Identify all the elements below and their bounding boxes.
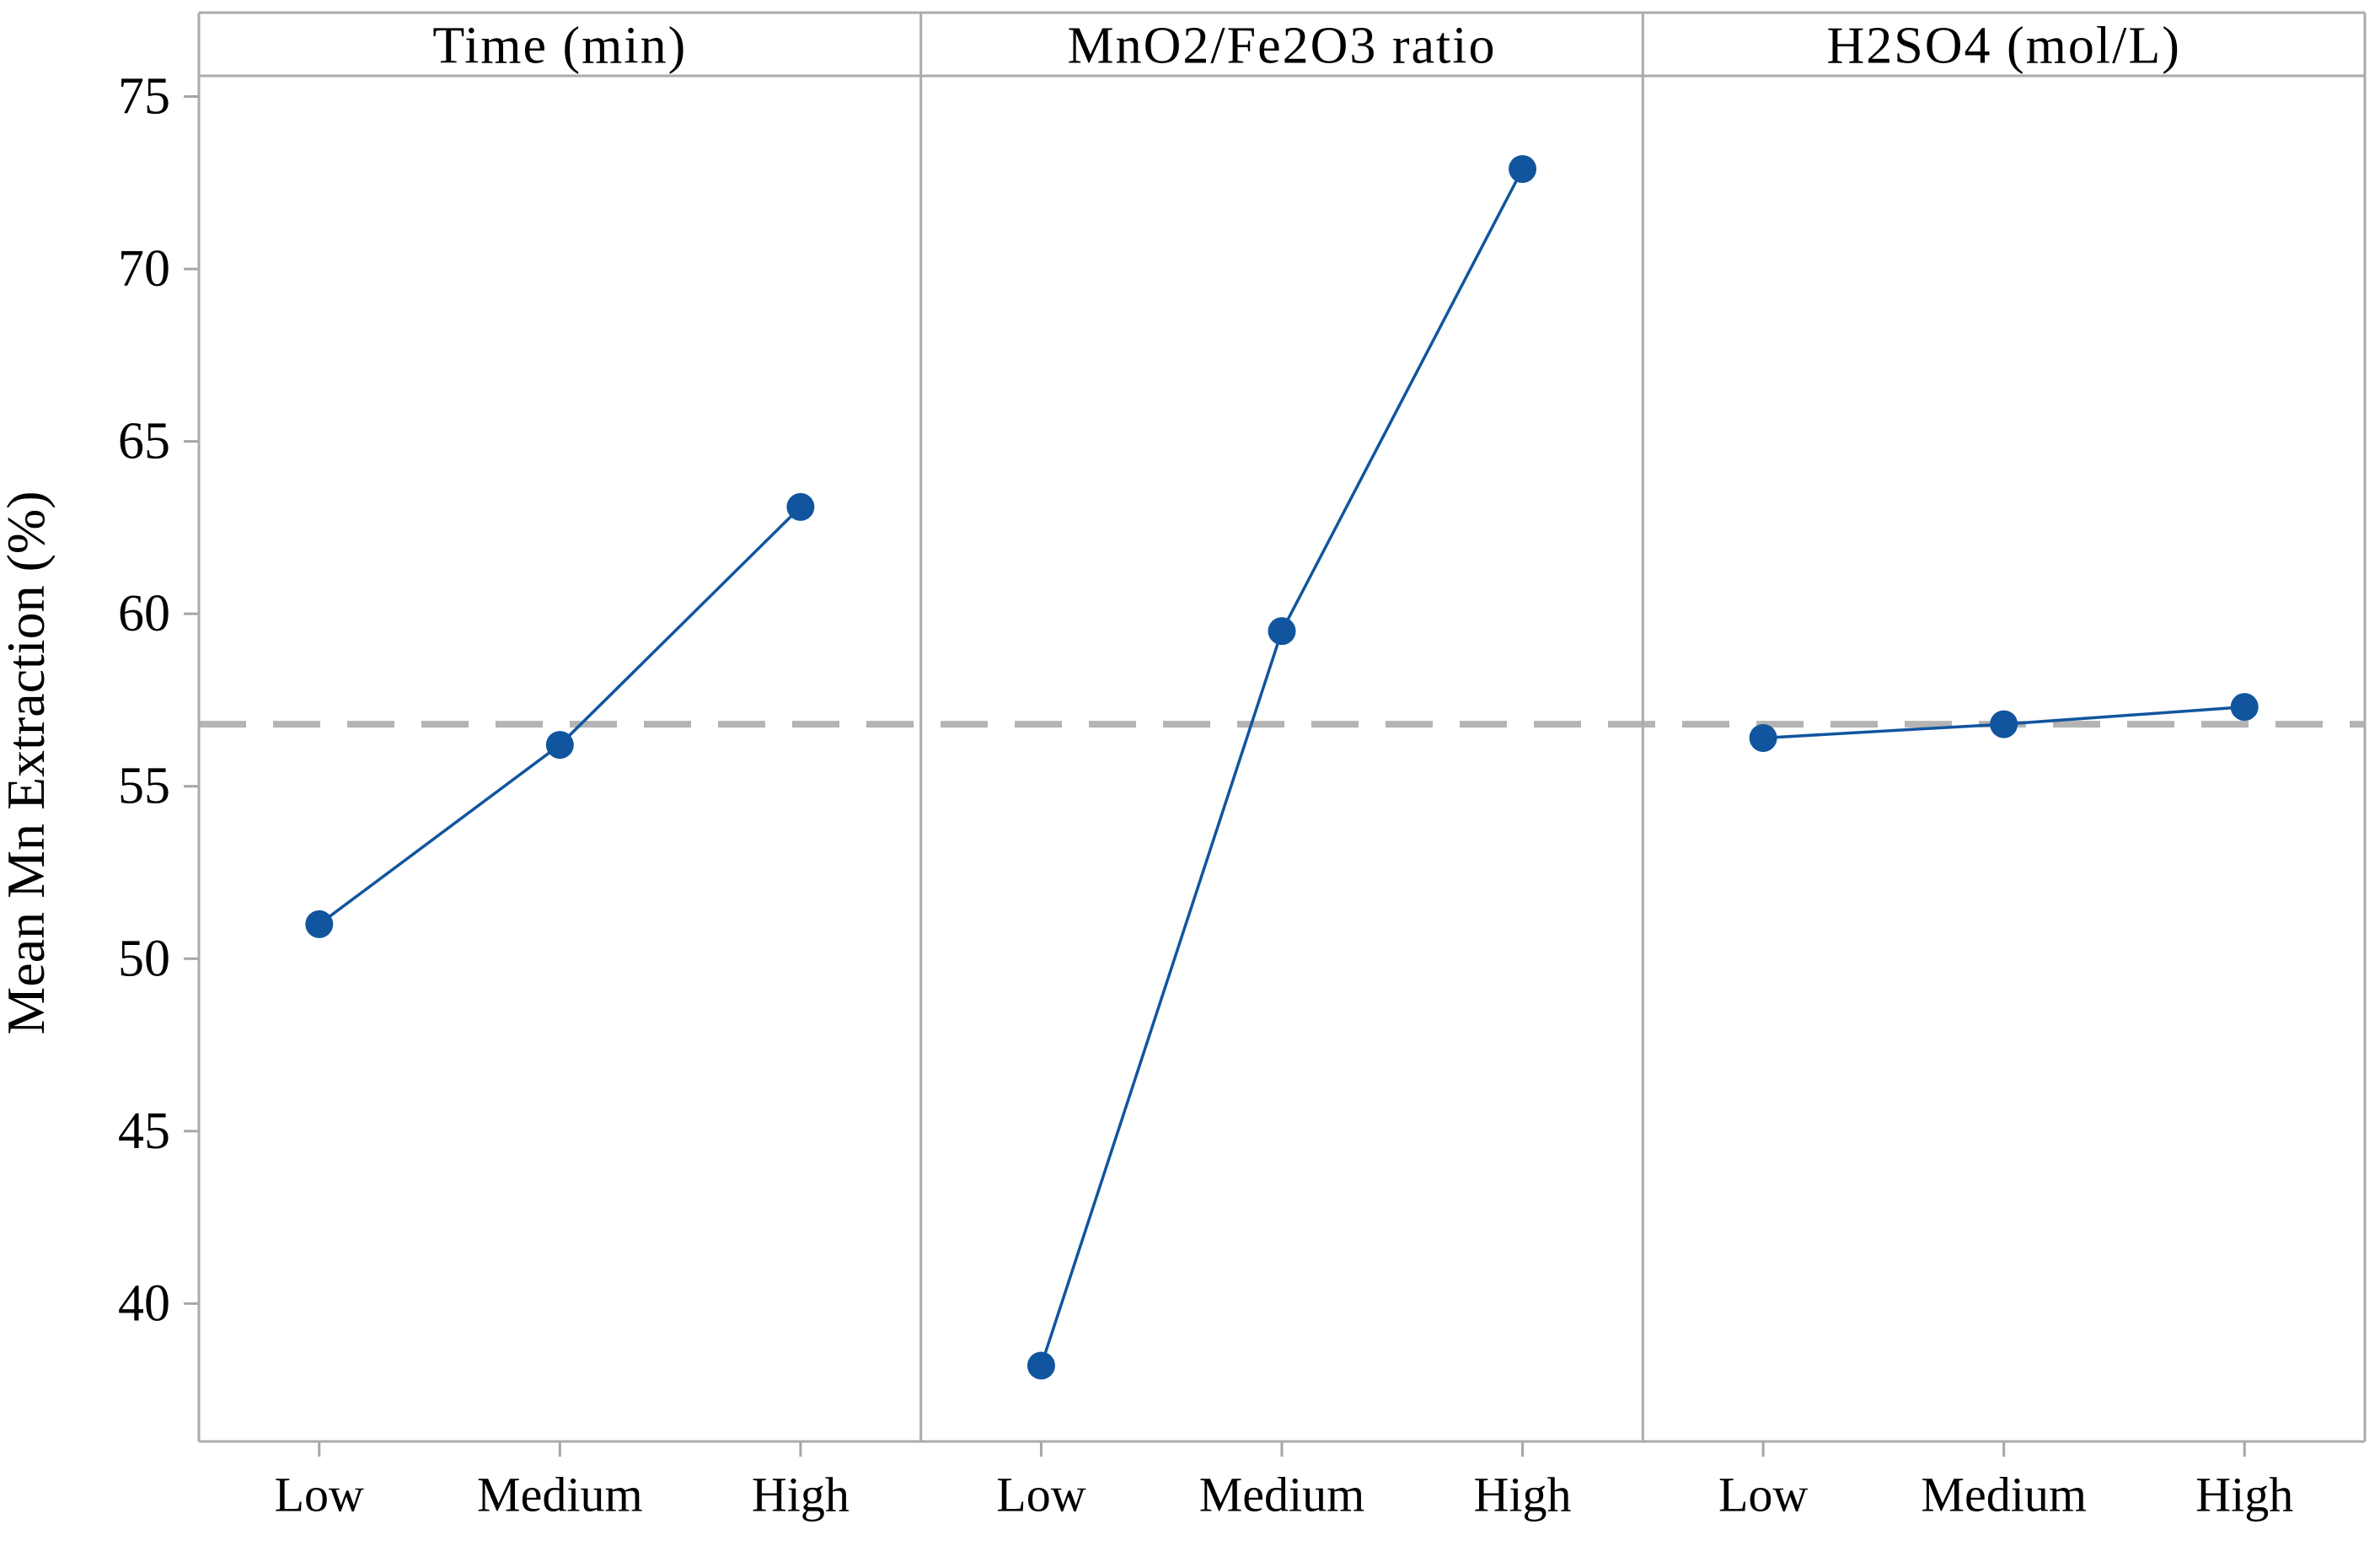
data-point xyxy=(2230,693,2259,722)
x-tick-label: High xyxy=(1474,1468,1572,1522)
data-point xyxy=(1749,723,1777,752)
data-point xyxy=(1268,617,1296,646)
y-tick-label: 55 xyxy=(118,758,170,815)
panel-title: Time (min) xyxy=(432,18,687,75)
data-point xyxy=(786,492,815,521)
plot-content: 40 45 50 55 60 65 70 75 Time (min) Low Medium High M… xyxy=(118,11,2367,1522)
x-tick-label: High xyxy=(752,1468,850,1522)
y-tick-label: 45 xyxy=(118,1103,170,1160)
panel-title: H2SO4 (mol/L) xyxy=(1826,18,2180,75)
series-line xyxy=(1039,168,1525,1366)
y-axis-label: Mean Mn Extraction (%) xyxy=(0,491,56,1034)
x-tick-label: Low xyxy=(996,1468,1085,1522)
y-tick-label: 70 xyxy=(118,240,170,298)
y-tick-label: 65 xyxy=(118,413,170,470)
x-tick-label: Medium xyxy=(1199,1468,1365,1522)
x-tick-label: High xyxy=(2195,1468,2293,1522)
y-tick-label: 50 xyxy=(118,930,170,987)
y-tick-label: 60 xyxy=(118,585,170,642)
x-tick-label: Low xyxy=(275,1468,364,1522)
data-point xyxy=(1509,154,1537,183)
data-point xyxy=(1990,710,2018,738)
x-tick-label: Medium xyxy=(1921,1468,2087,1522)
y-tick-label: 75 xyxy=(118,68,170,126)
x-tick-label: Medium xyxy=(477,1468,643,1522)
data-point xyxy=(305,910,334,938)
data-point xyxy=(1027,1351,1055,1380)
panel-title: MnO2/Fe2O3 ratio xyxy=(1067,18,1496,75)
series-line xyxy=(318,506,802,926)
y-tick-label: 40 xyxy=(118,1275,170,1332)
x-tick-label: Low xyxy=(1718,1468,1808,1522)
data-point xyxy=(545,731,574,760)
